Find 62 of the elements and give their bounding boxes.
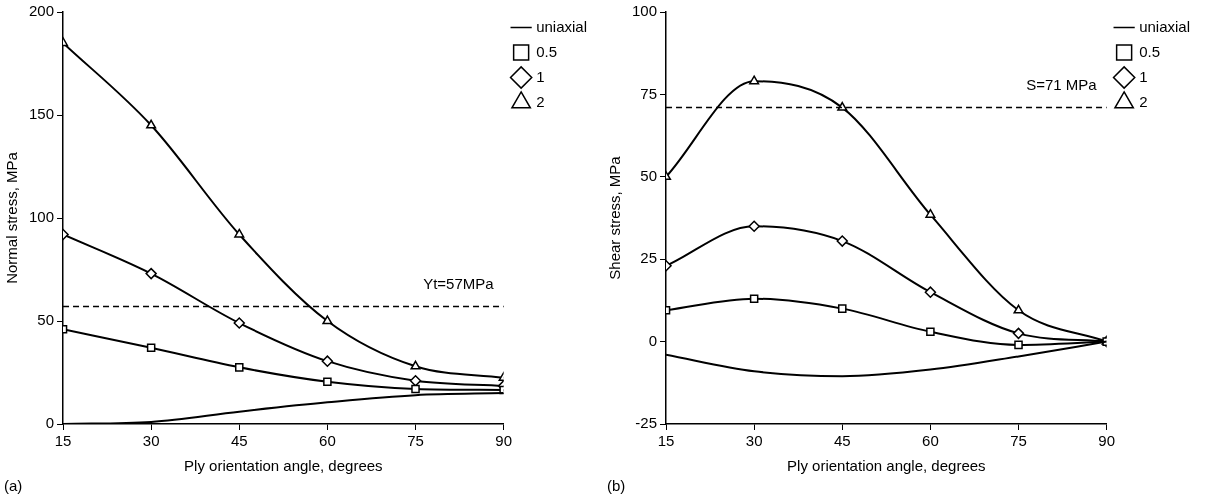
y-axis-title: Normal stress, MPa [3,151,21,284]
point [234,228,245,238]
legend-label: 2 [536,92,545,110]
ref-line-label: Yt=57MPa [423,275,495,293]
x-tick-label: 60 [319,432,336,450]
point [748,220,760,232]
x-tick-label: 45 [230,432,248,450]
y-tick-label: 50 [37,311,55,329]
x-tick-label: 60 [922,432,939,450]
y-tick-label: 150 [29,105,55,123]
y-tick-label: 100 [632,2,658,20]
x-tick-label: 90 [1098,432,1115,450]
point [1012,327,1025,340]
point [749,75,760,85]
y-tick-label: 25 [640,249,658,267]
point [924,286,937,298]
legend-label: 1 [1139,67,1148,85]
y-tick-label: 0 [45,414,55,432]
point [146,119,157,129]
point [411,384,420,394]
point [836,235,849,247]
legend-label: 2 [1139,92,1148,110]
x-tick-label: 15 [54,432,72,450]
x-tick-label: 30 [142,432,160,450]
point [146,343,156,353]
y-tick-label: 100 [29,208,55,226]
x-tick-label: 90 [495,432,512,450]
x-tick-label: 75 [407,432,424,450]
point [233,317,246,329]
y-tick-label: 200 [29,2,55,20]
point [837,304,847,313]
point [926,327,935,336]
point [234,363,244,372]
text: (b) [607,477,626,494]
x-tick-label: 30 [745,432,763,450]
legend-label: 0.5 [1139,42,1160,60]
y-tick-label: 50 [640,166,658,184]
legend-label: 1 [536,67,545,85]
point [323,377,332,387]
point [145,267,157,280]
legend-label: 0.5 [536,42,557,60]
point [322,315,333,325]
x-axis-title: Ply orientation angle, degrees [787,457,986,475]
y-tick-label: 0 [648,331,658,349]
legend-label: uniaxial [536,17,588,35]
text: (a) [4,477,23,494]
point [321,355,334,367]
point [1013,304,1024,314]
point [925,208,936,218]
x-tick-label: 15 [657,432,675,450]
point [1014,340,1023,350]
y-tick-label: -25 [635,414,658,432]
x-tick-label: 45 [833,432,851,450]
point [410,360,421,370]
legend-label: uniaxial [1139,17,1191,35]
x-axis-title: Ply orientation angle, degrees [184,457,383,475]
y-axis-title: Shear stress, MPa [606,155,624,280]
ref-line-label: S=71 MPa [1026,76,1098,94]
y-tick-label: 75 [640,84,658,102]
x-tick-label: 75 [1010,432,1027,450]
point [837,101,848,111]
point [749,294,759,304]
